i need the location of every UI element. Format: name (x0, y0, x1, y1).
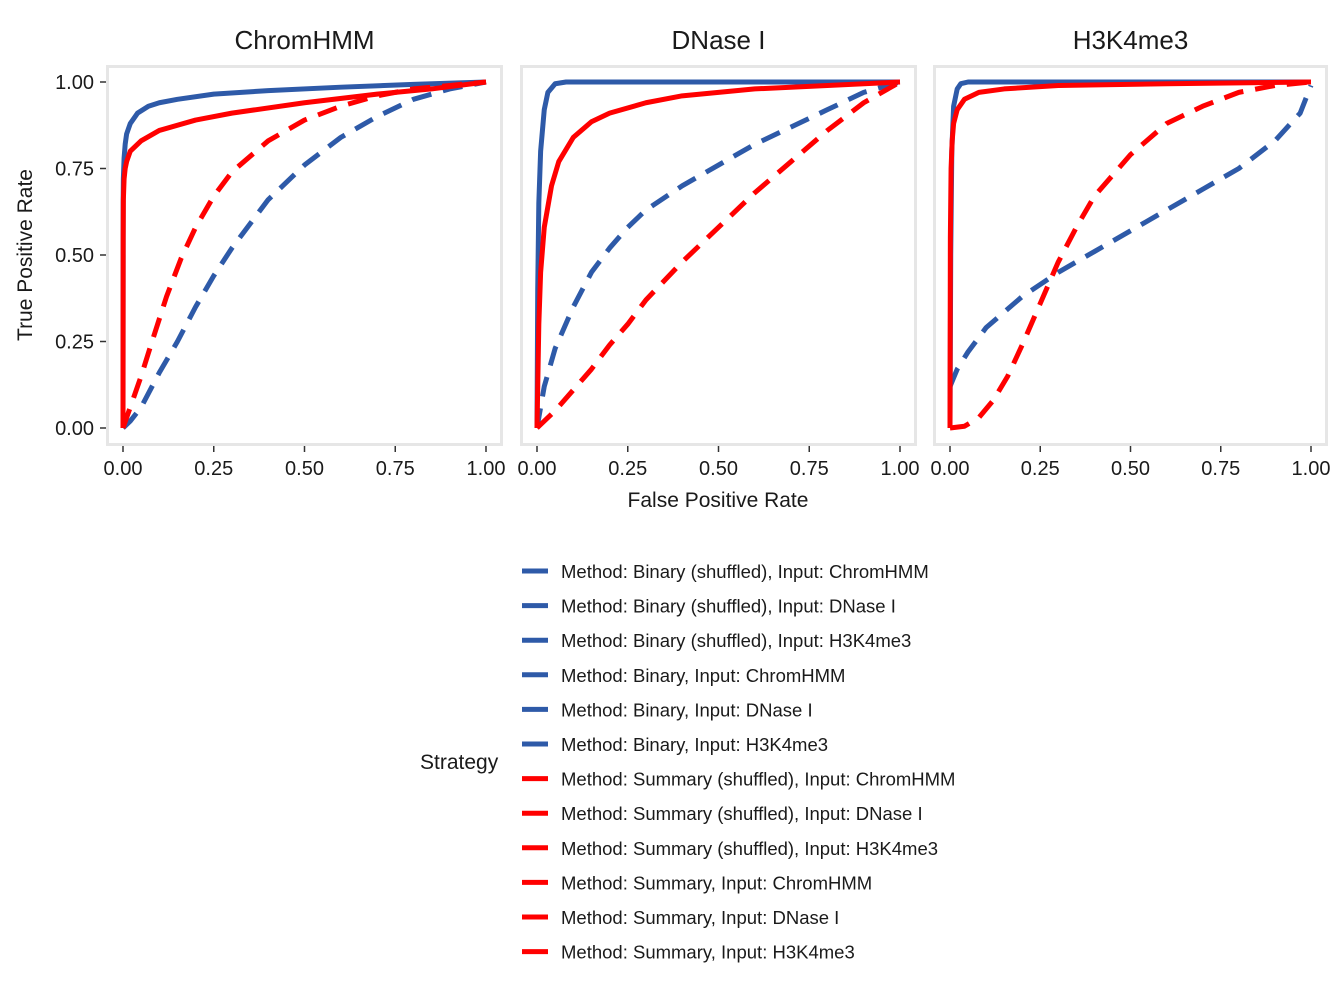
series-line (120, 79, 487, 429)
series-line (949, 79, 1312, 431)
x-tick-label: 0.50 (1111, 458, 1150, 480)
x-tick-label: 0.00 (104, 458, 143, 480)
legend-item: Method: Summary (shuffled), Input: H3K4m… (522, 838, 938, 859)
y-tick-label: 0.50 (55, 245, 94, 267)
legend-label: Method: Summary (shuffled), Input: H3K4m… (561, 838, 938, 859)
legend-label: Method: Summary (shuffled), Input: Chrom… (561, 769, 955, 790)
x-tick-label: 0.00 (518, 458, 557, 480)
legend-title: Strategy (420, 751, 499, 774)
legend-item: Method: Summary (shuffled), Input: Chrom… (522, 769, 955, 790)
panel-title: H3K4me3 (1073, 25, 1189, 55)
legend-item: Method: Summary, Input: H3K4me3 (522, 942, 855, 963)
series-line (534, 79, 900, 429)
y-tick-label: 0.00 (55, 418, 94, 440)
y-tick-label: 0.75 (55, 159, 94, 181)
series-line (534, 79, 901, 429)
legend-item: Method: Summary (shuffled), Input: DNase… (522, 803, 923, 824)
legend-item: Method: Binary, Input: H3K4me3 (522, 734, 828, 755)
y-tick-label: 1.00 (55, 72, 94, 94)
series-line (947, 79, 1311, 429)
x-tick-label: 0.00 (931, 458, 970, 480)
x-tick-label: 0.75 (790, 458, 829, 480)
legend-item: Method: Summary, Input: DNase I (522, 907, 839, 928)
legend-label: Method: Binary, Input: DNase I (561, 699, 813, 720)
panel-0: ChromHMM 0.00 0.25 0.50 0.75 1.00 0.00 0.25 0.50… (55, 25, 505, 480)
legend-label: Method: Binary (shuffled), Input: H3K4me… (561, 630, 911, 651)
series-line (535, 79, 902, 430)
panel-2: H3K4me3 0.00 0.25 0.50 0.75 1.00 (931, 25, 1331, 480)
legend: Strategy Method: Binary (shuffled), Inpu… (420, 561, 955, 963)
x-tick-label: 0.50 (699, 458, 738, 480)
series-line (121, 79, 487, 430)
panel-1: DNase I 0.00 0.25 0.50 0.75 1.00 (518, 25, 920, 480)
x-tick-label: 0.50 (285, 458, 324, 480)
legend-item: Method: Binary (shuffled), Input: H3K4me… (522, 630, 911, 651)
x-tick-label: 1.00 (1292, 458, 1331, 480)
panels: ChromHMM 0.00 0.25 0.50 0.75 1.00 0.00 0.25 0.50… (55, 25, 1330, 480)
legend-label: Method: Binary (shuffled), Input: DNase … (561, 596, 896, 617)
x-axis-label: False Positive Rate (628, 489, 809, 512)
legend-item: Method: Binary (shuffled), Input: ChromH… (522, 561, 929, 582)
x-tick-label: 0.25 (194, 458, 233, 480)
legend-label: Method: Binary, Input: H3K4me3 (561, 734, 828, 755)
legend-item: Method: Binary, Input: DNase I (522, 699, 813, 720)
legend-label: Method: Binary (shuffled), Input: ChromH… (561, 561, 929, 582)
panel-frame (933, 65, 1328, 446)
legend-label: Method: Summary, Input: H3K4me3 (561, 942, 855, 963)
x-tick-label: 0.25 (1021, 458, 1060, 480)
legend-item: Method: Binary, Input: ChromHMM (522, 665, 845, 686)
series-line (947, 84, 1314, 388)
panel-title: DNase I (672, 25, 766, 55)
legend-label: Method: Summary, Input: DNase I (561, 907, 839, 928)
legend-label: Method: Summary, Input: ChromHMM (561, 872, 872, 893)
legend-item: Method: Binary (shuffled), Input: DNase … (522, 596, 896, 617)
series-line (120, 79, 487, 429)
legend-item: Method: Summary, Input: ChromHMM (522, 872, 872, 893)
x-tick-label: 1.00 (467, 458, 506, 480)
y-axis-label: True Positive Rate (14, 169, 37, 341)
x-tick-label: 1.00 (881, 458, 920, 480)
panel-frame (106, 65, 503, 446)
x-tick-label: 0.25 (608, 458, 647, 480)
y-tick-label: 0.25 (55, 332, 94, 354)
series-line (947, 79, 1312, 429)
x-tick-label: 0.75 (1201, 458, 1240, 480)
series-line (120, 79, 487, 429)
x-tick-label: 0.75 (376, 458, 415, 480)
series-line (534, 79, 901, 429)
legend-label: Method: Binary, Input: ChromHMM (561, 665, 845, 686)
legend-label: Method: Summary (shuffled), Input: DNase… (561, 803, 923, 824)
panel-frame (520, 65, 917, 446)
panel-title: ChromHMM (234, 25, 374, 55)
